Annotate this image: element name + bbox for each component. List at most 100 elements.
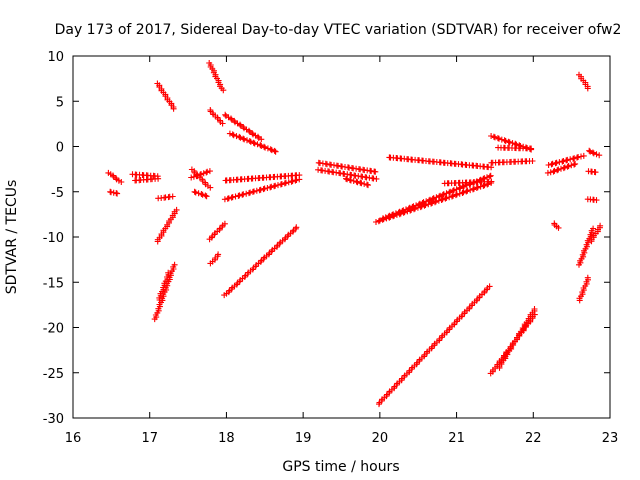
data-series-segment-1 (107, 188, 121, 197)
data-series-segment-17 (226, 130, 279, 155)
plus-markers (315, 159, 379, 175)
plus-markers (576, 71, 591, 92)
plus-markers (222, 172, 303, 184)
data-series-segment-18 (222, 172, 303, 184)
y-tick-label: 0 (56, 141, 64, 156)
plus-markers (155, 193, 176, 202)
data-series-segment-41 (576, 274, 591, 304)
plus-markers (588, 222, 604, 245)
plus-markers (584, 196, 600, 204)
plus-markers (226, 130, 279, 155)
plus-markers (496, 306, 538, 371)
x-tick-label: 19 (295, 431, 312, 446)
plus-markers (207, 251, 222, 267)
data-series-segment-2 (129, 171, 161, 180)
x-tick-label: 20 (372, 431, 389, 446)
y-tick-label: -20 (43, 322, 64, 337)
y-tick-label: -5 (51, 186, 64, 201)
plus-markers (315, 166, 380, 182)
x-tick-label: 16 (65, 431, 82, 446)
data-series-segment-0 (105, 169, 125, 185)
plus-markers (586, 147, 603, 159)
data-series-segment-4 (154, 80, 177, 112)
plus-markers (343, 175, 371, 189)
plus-markers (551, 220, 562, 231)
y-tick-label: -10 (43, 231, 64, 246)
y-tick-label: -15 (43, 276, 64, 291)
plus-markers (207, 107, 226, 127)
data-series-segment-22 (315, 166, 380, 182)
data-series-segment-35 (544, 160, 579, 176)
plus-markers (576, 225, 597, 268)
plus-markers (105, 169, 125, 185)
y-tick-label: 5 (56, 95, 64, 110)
x-axis: 16 17 18 19 20 21 22 23 (65, 56, 619, 446)
data-series-segment-20 (221, 224, 300, 299)
y-axis: 10 5 0 -5 -10 -15 -20 -25 -30 (43, 50, 610, 427)
data-series-segment-12 (206, 60, 227, 94)
y-tick-label: 10 (47, 50, 64, 65)
plus-markers (188, 168, 213, 181)
plus-markers (206, 220, 228, 243)
data-series-segment-28 (376, 283, 493, 408)
data-series-segment-38 (586, 147, 603, 159)
plus-markers (585, 168, 599, 176)
x-tick-label: 21 (448, 431, 465, 446)
x-tick-label: 22 (525, 431, 542, 446)
plus-markers (154, 80, 177, 112)
data-series-segment-31 (488, 158, 536, 166)
plot-frame (72, 55, 611, 419)
plot-area (105, 60, 604, 408)
data-series-segment-39 (585, 168, 599, 176)
data-series-segment-13 (207, 107, 226, 127)
data-series-segment-21 (315, 159, 379, 175)
x-tick-label: 18 (218, 431, 235, 446)
plus-markers (107, 188, 121, 197)
data-series-segment-11 (191, 188, 210, 200)
data-series-segment-8 (156, 269, 172, 303)
data-series-segment-10 (188, 168, 213, 181)
plus-markers (386, 154, 495, 171)
data-series-segment-23 (343, 175, 371, 189)
y-axis-title: SDTVAR / TECUs (4, 180, 20, 295)
data-series-segment-36 (551, 220, 562, 231)
plus-markers (222, 111, 265, 143)
data-series-segment-14 (206, 220, 228, 243)
data-series-segment-19 (221, 176, 303, 203)
plus-markers (221, 176, 303, 203)
data-series-segment-24 (373, 180, 495, 225)
plus-markers (129, 171, 161, 180)
plus-markers (376, 283, 493, 408)
data-series-segment-30 (495, 144, 535, 152)
y-tick-label: -25 (43, 367, 64, 382)
plus-markers (132, 175, 162, 184)
chart-title: Day 173 of 2017, Sidereal Day-to-day VTE… (55, 22, 622, 38)
plus-markers (156, 269, 172, 303)
plus-markers (576, 274, 591, 304)
x-axis-title: GPS time / hours (282, 459, 399, 475)
plus-markers (221, 224, 300, 299)
plus-markers (373, 180, 495, 225)
data-series-segment-40 (584, 196, 600, 204)
data-series-segment-26 (386, 154, 495, 171)
plus-markers (191, 188, 210, 200)
data-series-segment-34 (545, 152, 587, 168)
data-series-segment-6 (154, 206, 180, 245)
x-tick-label: 23 (602, 431, 619, 446)
data-series-segment-37 (576, 71, 591, 92)
data-series-segment-33 (496, 306, 538, 371)
plus-markers (154, 206, 180, 245)
plus-markers (488, 158, 536, 166)
plus-markers (441, 178, 495, 187)
data-series-segment-16 (222, 111, 265, 143)
data-series-segment-3 (132, 175, 162, 184)
plus-markers (206, 60, 227, 94)
plus-markers (545, 152, 587, 168)
data-series-segment-27 (441, 178, 495, 187)
plus-markers (544, 160, 579, 176)
data-series-segment-5 (155, 193, 176, 202)
x-tick-label: 17 (141, 431, 158, 446)
data-series-segment-15 (207, 251, 222, 267)
y-tick-label: -30 (43, 412, 64, 427)
